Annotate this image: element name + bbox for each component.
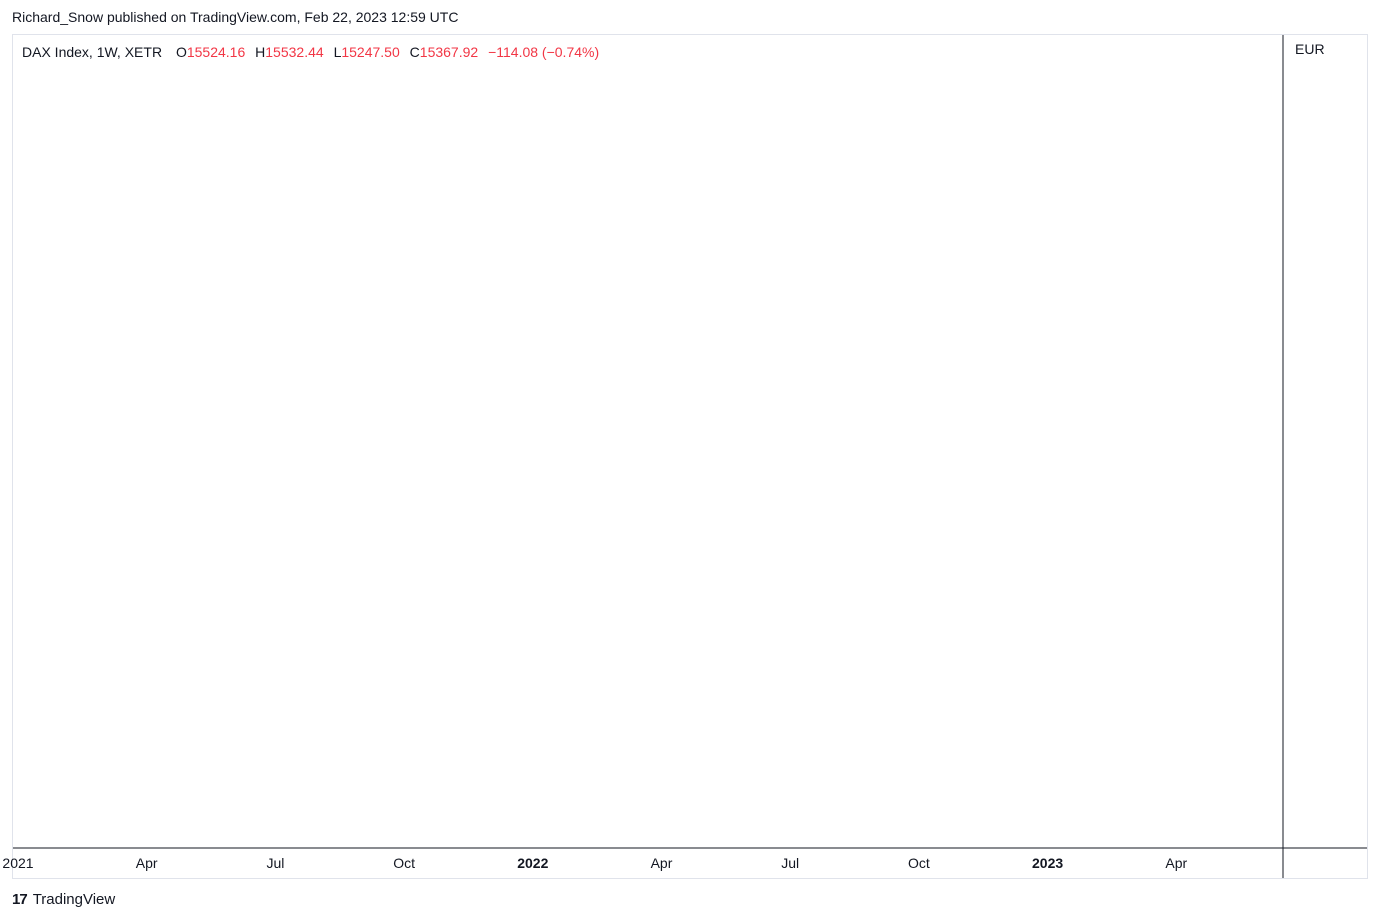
x-tick-label: Apr bbox=[136, 855, 158, 871]
change-value: −114.08 (−0.74%) bbox=[488, 44, 600, 60]
close-label: C bbox=[409, 44, 420, 60]
high-label: H bbox=[255, 44, 266, 60]
low-label: L bbox=[333, 44, 342, 60]
x-tick-label: 2021 bbox=[2, 855, 33, 871]
x-tick-label: 2022 bbox=[517, 855, 548, 871]
currency-label: EUR bbox=[1295, 41, 1325, 57]
x-tick-label: Apr bbox=[651, 855, 673, 871]
x-tick-label: Oct bbox=[908, 855, 930, 871]
tradingview-mark-icon: 17 bbox=[12, 891, 28, 908]
symbol-legend: DAX Index, 1W, XETR O15524.16 H15532.44 … bbox=[22, 44, 599, 60]
chart-frame bbox=[12, 34, 1368, 879]
tradingview-brand: TradingView bbox=[32, 891, 116, 908]
open-label: O bbox=[175, 44, 187, 60]
x-tick-label: Jul bbox=[266, 855, 284, 871]
x-tick-label: Apr bbox=[1165, 855, 1187, 871]
x-tick-label: Jul bbox=[781, 855, 799, 871]
close-value: 15367.92 bbox=[419, 44, 479, 60]
high-value: 15532.44 bbox=[265, 44, 324, 60]
symbol-name[interactable]: DAX Index, 1W, XETR bbox=[22, 44, 163, 60]
x-tick-label: 2023 bbox=[1032, 855, 1063, 871]
low-value: 15247.50 bbox=[341, 44, 400, 60]
open-value: 15524.16 bbox=[186, 44, 246, 60]
x-tick-label: Oct bbox=[393, 855, 415, 871]
tradingview-logo[interactable]: 17 TradingView bbox=[12, 891, 115, 908]
publisher-attribution: Richard_Snow published on TradingView.co… bbox=[12, 9, 459, 25]
